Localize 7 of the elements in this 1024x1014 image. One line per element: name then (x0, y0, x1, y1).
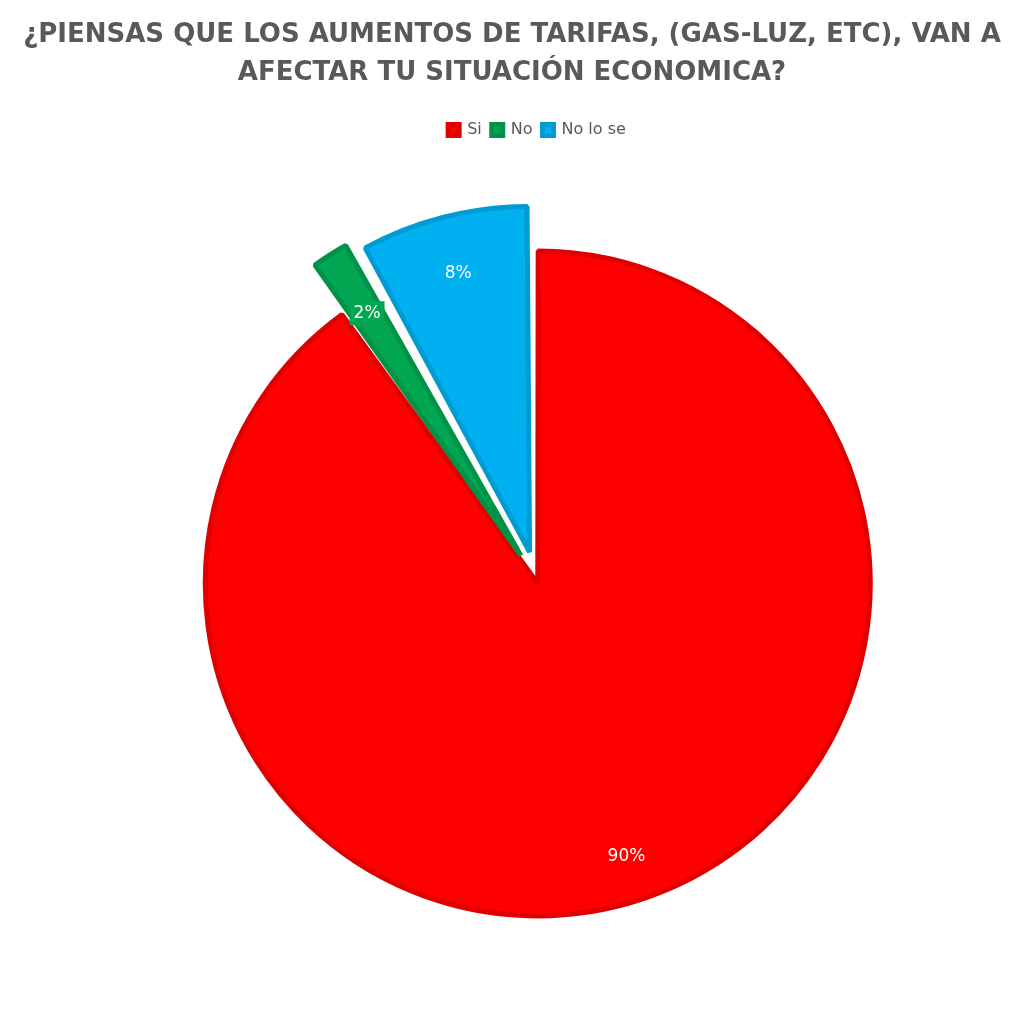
data-label: 8% (444, 262, 472, 283)
legend-label: No lo se (561, 119, 626, 139)
legend-label: No (510, 119, 533, 139)
data-label: 2% (353, 301, 381, 322)
chart-title: ¿PIENSAS QUE LOS AUMENTOS DE TARIFAS, (GAS-LUZ, ETC), VAN A AFECTAR TU SITUACIÓN ECONOMICA? (22, 17, 1002, 88)
legend-label: Si (467, 119, 482, 139)
data-label: 90% (607, 844, 646, 865)
